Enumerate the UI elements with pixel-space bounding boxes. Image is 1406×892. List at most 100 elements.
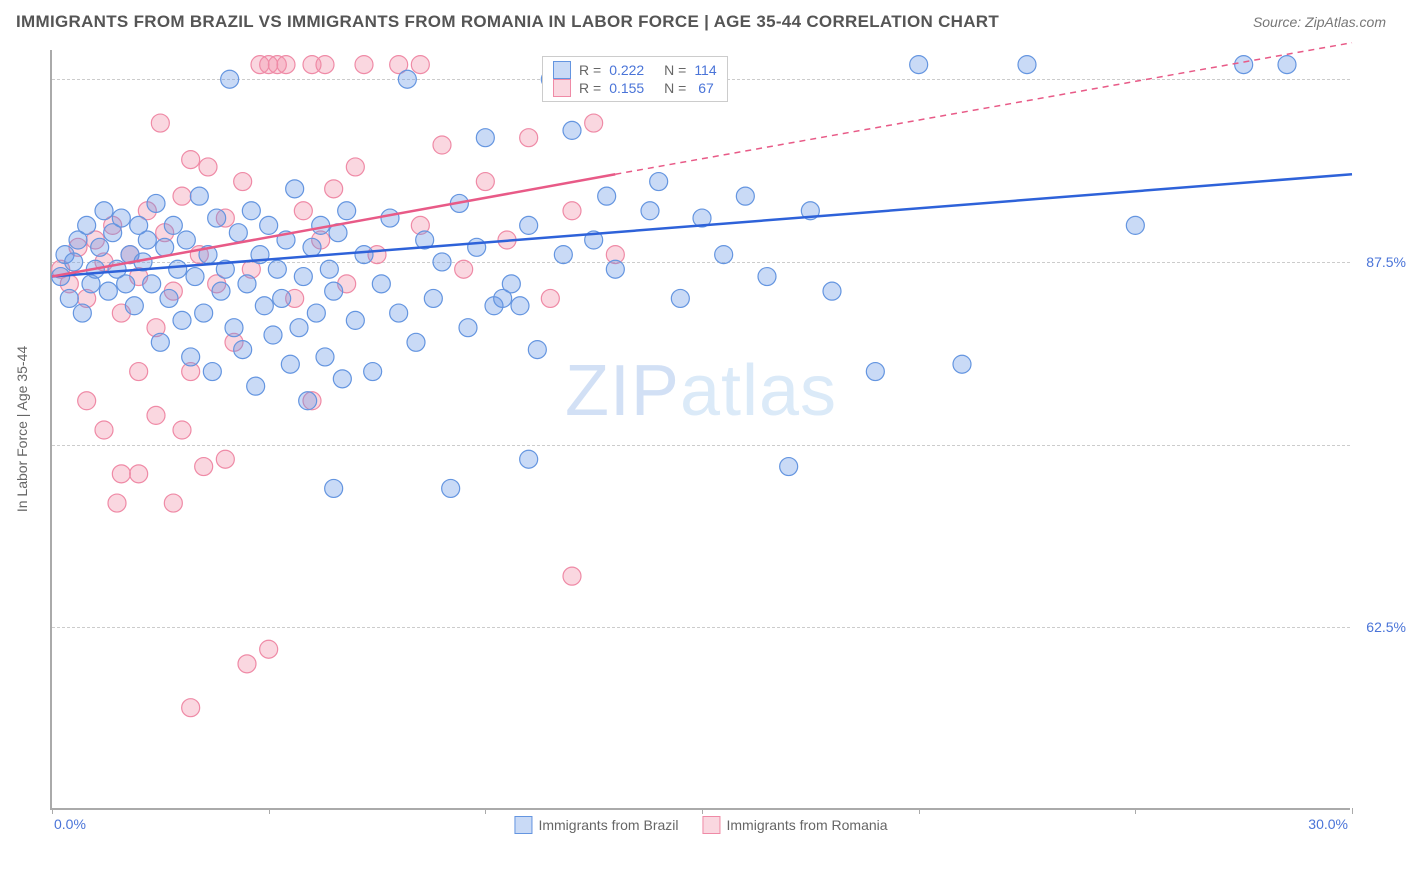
scatter-point-brazil bbox=[147, 194, 165, 212]
scatter-point-brazil bbox=[238, 275, 256, 293]
scatter-point-romania bbox=[195, 458, 213, 476]
legend-series: Immigrants from Brazil Immigrants from R… bbox=[514, 816, 887, 834]
scatter-point-brazil bbox=[212, 282, 230, 300]
scatter-point-brazil bbox=[715, 246, 733, 264]
scatter-point-romania bbox=[216, 450, 234, 468]
scatter-point-brazil bbox=[671, 289, 689, 307]
scatter-point-romania bbox=[173, 421, 191, 439]
scatter-point-brazil bbox=[650, 173, 668, 191]
plot-area: In Labor Force | Age 35-44 ZIPatlas 62.5… bbox=[50, 50, 1350, 810]
scatter-point-brazil bbox=[156, 238, 174, 256]
scatter-point-brazil bbox=[307, 304, 325, 322]
legend-stats-row: R = 0.155 N = 67 bbox=[553, 79, 717, 97]
legend-n-value: 114 bbox=[694, 62, 716, 78]
scatter-point-brazil bbox=[433, 253, 451, 271]
scatter-point-romania bbox=[277, 56, 295, 74]
scatter-point-romania bbox=[78, 392, 96, 410]
scatter-point-brazil bbox=[459, 319, 477, 337]
scatter-point-brazil bbox=[273, 289, 291, 307]
scatter-point-brazil bbox=[65, 253, 83, 271]
scatter-point-romania bbox=[112, 465, 130, 483]
scatter-point-brazil bbox=[563, 121, 581, 139]
scatter-point-brazil bbox=[355, 246, 373, 264]
scatter-point-brazil bbox=[260, 216, 278, 234]
scatter-point-brazil bbox=[502, 275, 520, 293]
scatter-point-brazil bbox=[229, 224, 247, 242]
legend-n-label: N = bbox=[664, 80, 686, 96]
scatter-point-brazil bbox=[173, 311, 191, 329]
legend-swatch-romania bbox=[553, 79, 571, 97]
scatter-point-brazil bbox=[1235, 56, 1253, 74]
scatter-point-brazil bbox=[208, 209, 226, 227]
scatter-point-brazil bbox=[606, 260, 624, 278]
scatter-point-brazil bbox=[186, 268, 204, 286]
scatter-point-brazil bbox=[398, 70, 416, 88]
scatter-point-brazil bbox=[182, 348, 200, 366]
scatter-point-romania bbox=[234, 173, 252, 191]
scatter-point-brazil bbox=[1278, 56, 1296, 74]
legend-r-value: 0.222 bbox=[609, 62, 644, 78]
scatter-point-romania bbox=[585, 114, 603, 132]
scatter-point-romania bbox=[260, 640, 278, 658]
scatter-point-brazil bbox=[823, 282, 841, 300]
scatter-point-brazil bbox=[476, 129, 494, 147]
x-tick-mark bbox=[1135, 808, 1136, 814]
x-tick-mark bbox=[269, 808, 270, 814]
legend-swatch-romania bbox=[702, 816, 720, 834]
scatter-point-brazil bbox=[234, 341, 252, 359]
scatter-point-brazil bbox=[468, 238, 486, 256]
scatter-point-romania bbox=[182, 699, 200, 717]
scatter-point-brazil bbox=[528, 341, 546, 359]
scatter-point-brazil bbox=[91, 238, 109, 256]
x-tick-mark bbox=[1352, 808, 1353, 814]
legend-r-label: R = bbox=[579, 80, 601, 96]
scatter-point-brazil bbox=[151, 333, 169, 351]
scatter-point-brazil bbox=[268, 260, 286, 278]
legend-n-label: N = bbox=[664, 62, 686, 78]
scatter-point-romania bbox=[433, 136, 451, 154]
scatter-point-brazil bbox=[169, 260, 187, 278]
scatter-point-brazil bbox=[325, 479, 343, 497]
scatter-point-brazil bbox=[299, 392, 317, 410]
x-tick-mark bbox=[919, 808, 920, 814]
scatter-point-romania bbox=[130, 363, 148, 381]
y-tick-label: 87.5% bbox=[1366, 254, 1406, 270]
scatter-point-brazil bbox=[286, 180, 304, 198]
scatter-point-brazil bbox=[247, 377, 265, 395]
scatter-point-brazil bbox=[325, 282, 343, 300]
scatter-point-brazil bbox=[203, 363, 221, 381]
scatter-point-brazil bbox=[225, 319, 243, 337]
scatter-point-romania bbox=[95, 421, 113, 439]
scatter-point-brazil bbox=[164, 216, 182, 234]
legend-label: Immigrants from Brazil bbox=[538, 817, 678, 833]
legend-r-value: 0.155 bbox=[609, 80, 644, 96]
scatter-point-brazil bbox=[520, 216, 538, 234]
scatter-point-romania bbox=[151, 114, 169, 132]
y-tick-label: 62.5% bbox=[1366, 619, 1406, 635]
scatter-point-brazil bbox=[511, 297, 529, 315]
scatter-point-brazil bbox=[1126, 216, 1144, 234]
scatter-point-brazil bbox=[333, 370, 351, 388]
scatter-point-brazil bbox=[138, 231, 156, 249]
legend-stats-row: R = 0.222 N = 114 bbox=[553, 61, 717, 79]
scatter-point-brazil bbox=[866, 363, 884, 381]
scatter-point-brazil bbox=[281, 355, 299, 373]
scatter-point-brazil bbox=[346, 311, 364, 329]
scatter-point-brazil bbox=[407, 333, 425, 351]
legend-item-romania: Immigrants from Romania bbox=[702, 816, 887, 834]
scatter-point-romania bbox=[520, 129, 538, 147]
scatter-point-brazil bbox=[290, 319, 308, 337]
scatter-point-brazil bbox=[372, 275, 390, 293]
scatter-point-brazil bbox=[910, 56, 928, 74]
x-tick-label: 30.0% bbox=[1308, 816, 1348, 832]
scatter-point-brazil bbox=[316, 348, 334, 366]
scatter-point-brazil bbox=[294, 268, 312, 286]
scatter-point-romania bbox=[541, 289, 559, 307]
scatter-point-brazil bbox=[390, 304, 408, 322]
scatter-point-brazil bbox=[160, 289, 178, 307]
scatter-point-romania bbox=[173, 187, 191, 205]
scatter-point-romania bbox=[355, 56, 373, 74]
scatter-point-romania bbox=[476, 173, 494, 191]
scatter-point-brazil bbox=[520, 450, 538, 468]
scatter-point-brazil bbox=[60, 289, 78, 307]
